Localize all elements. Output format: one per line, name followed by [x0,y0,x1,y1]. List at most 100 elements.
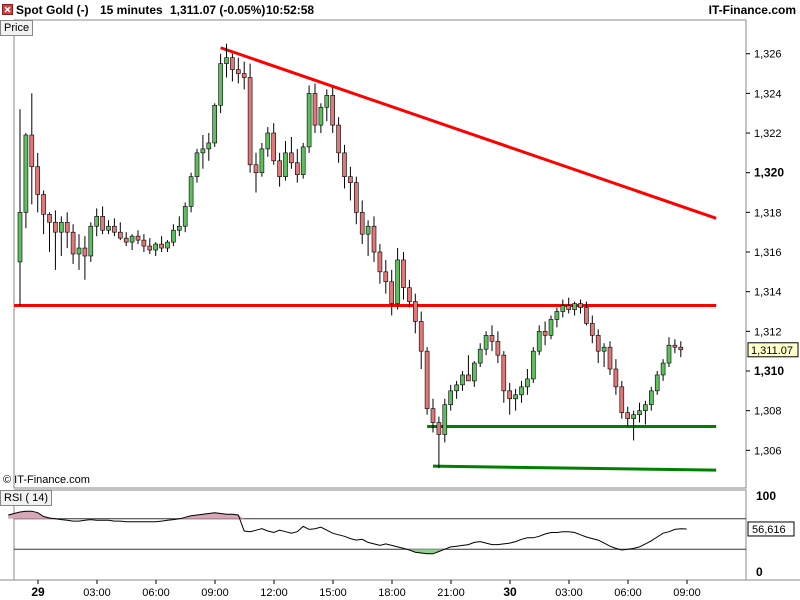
candle-body [58,221,64,233]
candle-body [88,225,94,257]
last-price-tag [747,342,799,358]
candle-body [129,235,135,243]
candle-body [94,216,99,227]
candle-body [572,303,577,310]
candle-body [100,216,105,231]
candle-body [501,354,507,392]
candle-body [648,390,654,406]
candle-body [471,362,477,382]
candle-body [389,281,395,304]
time-axis-label: 15:00 [319,587,347,599]
candle-body [106,225,111,231]
candle-body [218,63,223,106]
candle-body [312,93,318,126]
rsi-panel-label: RSI ( 14) [0,490,53,506]
rsi-axis-label: 0 [756,565,763,579]
time-axis-label: 30 [503,585,517,599]
candle-body [507,390,513,400]
candle-body [448,390,454,406]
candle-body [159,243,164,249]
candle-body [294,162,300,175]
candle-body [643,404,648,411]
candle-body [672,344,678,348]
candle-body [194,152,200,177]
candle-body [64,221,70,233]
candle-body [171,229,176,243]
candle-body [265,132,271,150]
price-axis-label: 1,310 [754,364,784,378]
candle-body [678,346,684,351]
candle-body [342,152,347,177]
candle-body [123,237,129,243]
candle-body [477,348,483,364]
candle-body [584,307,589,324]
candle-body [41,194,46,215]
candle-body [271,132,277,162]
title-bar: Spot Gold (-) 15 minutes 1,311.07 (-0.05… [0,0,800,20]
candle-body [29,134,35,168]
price-axis-label: 1,308 [754,406,782,418]
candle-body [589,323,595,336]
time-axis-label: 06:00 [142,587,170,599]
candle-body [625,412,631,419]
candle-body [513,394,518,400]
candle-body [112,225,117,233]
candle-body [306,93,312,148]
quote-time: 10:52:58 [266,3,315,17]
price-axis-label: 1,306 [754,445,782,457]
candle-body [377,251,383,273]
candle-body [566,305,572,310]
candle-body [660,362,666,376]
instrument-name: Spot Gold (-) [16,3,89,17]
candle-body [619,386,625,413]
copyright-text: © IT-Finance.com [3,474,90,486]
candle-body [407,287,412,302]
time-axis-label: 18:00 [378,587,406,599]
candle-body [353,182,359,213]
candle-body [200,148,206,154]
candle-body [530,350,536,380]
candle-body [418,321,424,352]
candle-body [424,350,430,409]
time-axis-label: 21:00 [437,587,465,599]
candle-body [82,247,88,257]
candle-body [141,239,147,247]
candle-body [383,271,389,283]
candle-body [230,57,235,70]
candle-body [412,301,418,322]
candle-body [241,73,247,78]
time-axis-label: 09:00 [201,587,229,599]
close-icon[interactable] [2,4,14,16]
candle-body [188,176,194,207]
candle-body [483,335,489,350]
timeframe-label: 15 minutes [100,3,163,17]
candle-body [153,243,158,251]
time-axis-label: 03:00 [83,587,111,599]
candle-body [554,311,560,320]
candle-body [147,245,153,251]
resistance-trendline [220,46,717,220]
candle-body [489,335,495,342]
candle-body [118,231,123,239]
price-axis-label: 1,314 [754,287,782,299]
candle-body [318,106,324,126]
rsi-axis-label: 100 [756,489,776,503]
candle-body [442,404,448,435]
candle-body [283,152,288,177]
candle-body [247,77,253,166]
candle-body [177,225,182,231]
candle-body [460,374,465,386]
candle-body [17,212,23,263]
time-axis-label: 03:00 [555,587,583,599]
brand-label: IT-Finance.com [708,3,796,17]
price-axis-label: 1,320 [754,166,784,180]
candle-body [548,319,554,336]
candle-body [542,331,548,336]
candle-body [35,166,41,195]
price-panel-label: Price [0,20,34,36]
candle-body [330,95,336,126]
candle-body [348,176,353,183]
candle-body [607,346,613,370]
candle-body [560,305,566,312]
